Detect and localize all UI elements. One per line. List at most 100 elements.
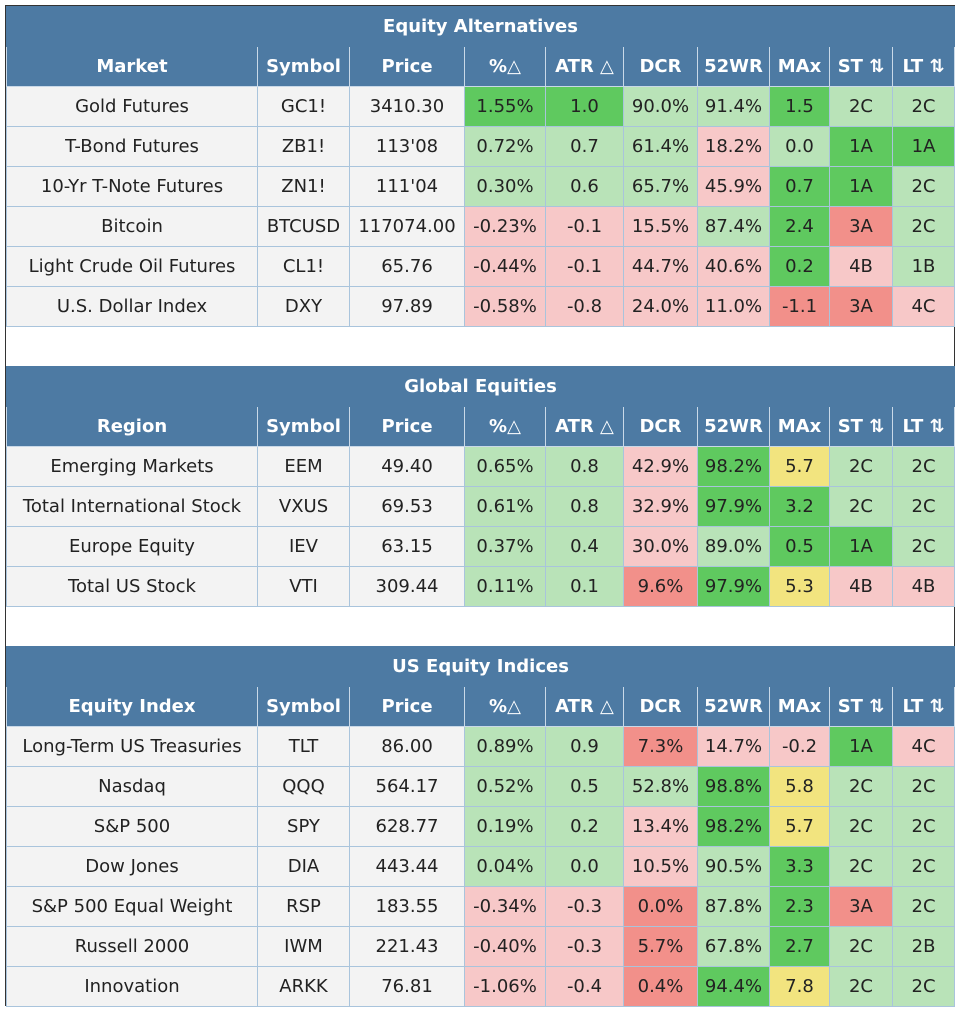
table-row[interactable]: Long-Term US Treasuries TLT 86.00 0.89% 0.9 7… [6, 726, 956, 767]
column-header-52wr[interactable]: 52WR [697, 686, 770, 727]
column-header-dcr[interactable]: DCR [623, 686, 698, 727]
max-cell: 5.8 [769, 766, 830, 807]
column-header-lt[interactable]: LT ⇅ [891, 46, 956, 87]
atr-change-cell: -0.1 [545, 206, 624, 247]
column-header-symbol[interactable]: Symbol [257, 46, 350, 87]
column-header-52wr[interactable]: 52WR [697, 46, 770, 87]
table-row[interactable]: U.S. Dollar Index DXY 97.89 -0.58% -0.8 24.0%… [6, 286, 956, 327]
atr-change-cell: 0.9 [545, 726, 624, 767]
max-cell: 3.3 [769, 846, 830, 887]
table-row[interactable]: S&P 500 Equal Weight RSP 183.55 -0.34% -0.3 0… [6, 886, 956, 927]
column-header-price[interactable]: Price [349, 46, 465, 87]
52wr-cell: 94.4% [697, 966, 770, 1007]
st-cell: 4B [829, 566, 893, 607]
52wr-cell: 14.7% [697, 726, 770, 767]
pct-change-cell: 0.30% [464, 166, 546, 207]
column-header-max[interactable]: MAx [769, 686, 830, 727]
max-cell: 0.2 [769, 246, 830, 287]
st-cell: 2C [829, 446, 893, 487]
table-row[interactable]: Bitcoin BTCUSD 117074.00 -0.23% -0.1 15.5% 87.… [6, 206, 956, 247]
price-cell: 65.76 [349, 246, 465, 287]
column-header-atr-change[interactable]: ATR △ [545, 686, 624, 727]
column-header-atr-change[interactable]: ATR △ [545, 406, 624, 447]
lt-cell: 2C [891, 966, 956, 1007]
atr-change-cell: 0.0 [545, 846, 624, 887]
table-row[interactable]: Light Crude Oil Futures CL1! 65.76 -0.44% -0… [6, 246, 956, 287]
pct-change-cell: 0.37% [464, 526, 546, 567]
name-cell: Nasdaq [6, 766, 258, 807]
column-header-pct-change[interactable]: %△ [464, 46, 546, 87]
atr-change-cell: 0.1 [545, 566, 624, 607]
name-cell: T-Bond Futures [6, 126, 258, 167]
lt-cell: 2C [891, 526, 956, 567]
column-header-equity-index[interactable]: Equity Index [6, 686, 258, 727]
column-header-symbol[interactable]: Symbol [257, 406, 350, 447]
pct-change-cell: -0.44% [464, 246, 546, 287]
symbol-cell: TLT [257, 726, 350, 767]
price-cell: 183.55 [349, 886, 465, 927]
st-cell: 2C [829, 926, 893, 967]
screener-panel: Equity Alternatives Market Symbol Price %△ AT… [5, 5, 956, 1007]
column-header-max[interactable]: MAx [769, 406, 830, 447]
dcr-cell: 90.0% [623, 86, 698, 127]
column-header-52wr[interactable]: 52WR [697, 406, 770, 447]
table-row[interactable]: Nasdaq QQQ 564.17 0.52% 0.5 52.8% 98.8% 5.8 2C 2C [6, 766, 956, 807]
lt-cell: 2C [891, 446, 956, 487]
name-cell: Total International Stock [6, 486, 258, 527]
symbol-cell: ARKK [257, 966, 350, 1007]
table-row[interactable]: Dow Jones DIA 443.44 0.04% 0.0 10.5% 90.5% 3.3 2… [6, 846, 956, 887]
column-header-pct-change[interactable]: %△ [464, 406, 546, 447]
column-header-price[interactable]: Price [349, 686, 465, 727]
table-row[interactable]: Total US Stock VTI 309.44 0.11% 0.1 9.6% 97.9%… [6, 566, 956, 607]
column-header-lt[interactable]: LT ⇅ [891, 406, 956, 447]
lt-cell: 2C [891, 766, 956, 807]
max-cell: 0.0 [769, 126, 830, 167]
table-row[interactable]: Total International Stock VXUS 69.53 0.61% 0… [6, 486, 956, 527]
lt-cell: 2C [891, 486, 956, 527]
name-cell: Russell 2000 [6, 926, 258, 967]
column-header-symbol[interactable]: Symbol [257, 686, 350, 727]
name-cell: Dow Jones [6, 846, 258, 887]
table-row[interactable]: Russell 2000 IWM 221.43 -0.40% -0.3 5.7% 67.8%… [6, 926, 956, 967]
dcr-cell: 30.0% [623, 526, 698, 567]
max-cell: 5.7 [769, 806, 830, 847]
52wr-cell: 18.2% [697, 126, 770, 167]
table-row[interactable]: Innovation ARKK 76.81 -1.06% -0.4 0.4% 94.4% 7.… [6, 966, 956, 1007]
column-header-lt[interactable]: LT ⇅ [891, 686, 956, 727]
column-header-price[interactable]: Price [349, 406, 465, 447]
dcr-cell: 61.4% [623, 126, 698, 167]
dcr-cell: 13.4% [623, 806, 698, 847]
column-header-dcr[interactable]: DCR [623, 46, 698, 87]
52wr-cell: 90.5% [697, 846, 770, 887]
lt-cell: 2C [891, 166, 956, 207]
column-header-atr-change[interactable]: ATR △ [545, 46, 624, 87]
max-cell: 2.3 [769, 886, 830, 927]
atr-change-cell: -0.3 [545, 886, 624, 927]
atr-change-cell: 0.8 [545, 446, 624, 487]
pct-change-cell: 0.52% [464, 766, 546, 807]
table-row[interactable]: S&P 500 SPY 628.77 0.19% 0.2 13.4% 98.2% 5.7 2C 2… [6, 806, 956, 847]
table-row[interactable]: 10-Yr T-Note Futures ZN1! 111'04 0.30% 0.6 65… [6, 166, 956, 207]
st-cell: 4B [829, 246, 893, 287]
column-header-st[interactable]: ST ⇅ [829, 686, 893, 727]
column-header-region[interactable]: Region [6, 406, 258, 447]
dcr-cell: 0.0% [623, 886, 698, 927]
pct-change-cell: 0.11% [464, 566, 546, 607]
price-cell: 443.44 [349, 846, 465, 887]
column-header-pct-change[interactable]: %△ [464, 686, 546, 727]
column-header-st[interactable]: ST ⇅ [829, 46, 893, 87]
table-row[interactable]: Emerging Markets EEM 49.40 0.65% 0.8 42.9% 98.… [6, 446, 956, 487]
symbol-cell: ZN1! [257, 166, 350, 207]
dcr-cell: 7.3% [623, 726, 698, 767]
symbol-cell: BTCUSD [257, 206, 350, 247]
dcr-cell: 5.7% [623, 926, 698, 967]
column-header-st[interactable]: ST ⇅ [829, 406, 893, 447]
price-cell: 76.81 [349, 966, 465, 1007]
table-row[interactable]: Gold Futures GC1! 3410.30 1.55% 1.0 90.0% 91.4… [6, 86, 956, 127]
table-row[interactable]: Europe Equity IEV 63.15 0.37% 0.4 30.0% 89.0% 0… [6, 526, 956, 567]
st-cell: 2C [829, 86, 893, 127]
table-row[interactable]: T-Bond Futures ZB1! 113'08 0.72% 0.7 61.4% 18.… [6, 126, 956, 167]
column-header-max[interactable]: MAx [769, 46, 830, 87]
column-header-dcr[interactable]: DCR [623, 406, 698, 447]
column-header-market[interactable]: Market [6, 46, 258, 87]
